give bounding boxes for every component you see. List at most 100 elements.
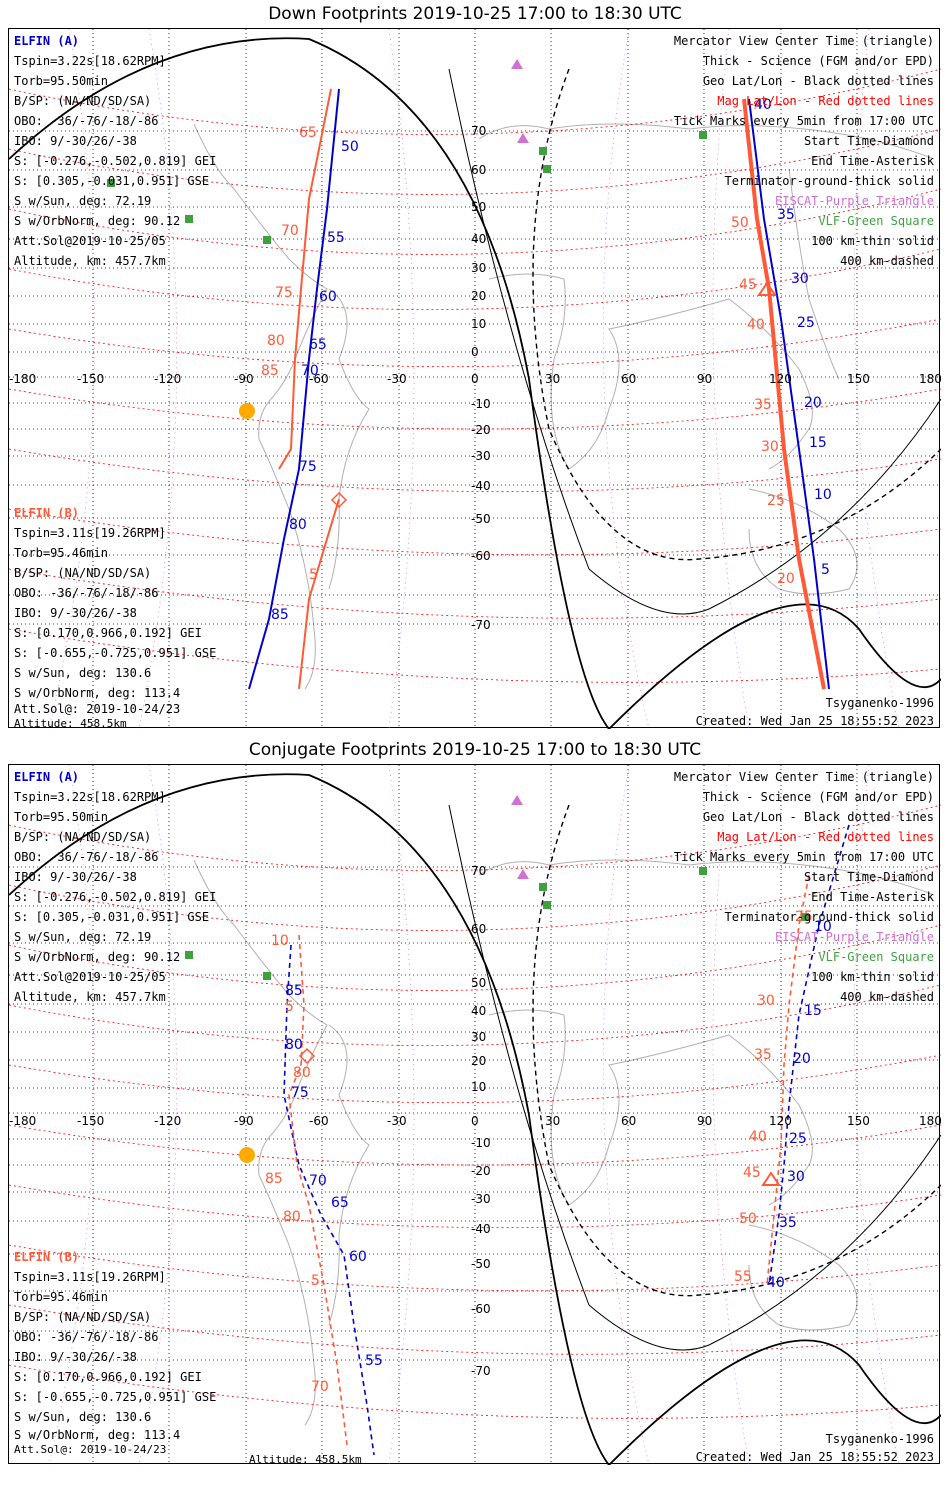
svg-text:120: 120 (769, 372, 792, 386)
svg-text:70: 70 (309, 1173, 327, 1189)
elfin-a-sun: S w/Sun, deg: 72.19 (14, 194, 152, 208)
svg-text:-60: -60 (309, 372, 329, 386)
svg-text:75: 75 (275, 285, 293, 301)
elfin-b-attsol: Att.Sol@: 2019-10-24/23 (14, 702, 181, 716)
svg-text:-180: -180 (9, 1114, 36, 1128)
svg-text:10: 10 (814, 919, 832, 935)
elfin-a-gei: S: [-0.276,-0.502,0.819] GEI (14, 154, 217, 168)
elfin-b-gei: S: [0.170,0.966,0.192] GEI (14, 1370, 202, 1384)
model-label: Tsyganenko-1996 (825, 1432, 934, 1446)
svg-text:-40: -40 (471, 479, 491, 493)
elfin-b-tspin: Tspin=3.11s[19.26RPM] (14, 1270, 166, 1284)
svg-text:55: 55 (365, 1353, 383, 1369)
legend-vlf: VLF-Green Square (818, 950, 934, 964)
svg-text:180: 180 (919, 1114, 941, 1128)
svg-text:70: 70 (471, 864, 486, 878)
svg-text:30: 30 (545, 1114, 560, 1128)
track-elfin-a (248, 88, 830, 690)
svg-text:15: 15 (809, 435, 827, 451)
elfin-b-label: ELFIN (B) (14, 1250, 80, 1264)
elfin-b-gse: S: [-0.655,-0.725,0.951] GSE (14, 1390, 217, 1404)
eiscat-marker-2 (517, 869, 529, 879)
svg-text:80: 80 (283, 1209, 301, 1225)
svg-text:20: 20 (471, 1054, 486, 1068)
mag-grid (9, 804, 941, 1419)
svg-text:10: 10 (471, 1080, 486, 1094)
svg-text:0: 0 (471, 372, 479, 386)
elfin-a-attsol: Att.Sol@2019-10-25/05 (14, 234, 166, 248)
conjugate-footprints-map: -180 -150 -120 -90 -60 -30 0 30 60 90 120 150 18… (8, 764, 941, 1466)
elfin-b-torb: Torb=95.46min (14, 546, 108, 560)
svg-text:10: 10 (471, 317, 486, 331)
svg-text:-10: -10 (471, 397, 491, 411)
elfin-b-sun: S w/Sun, deg: 130.6 (14, 666, 152, 680)
map-markers (185, 795, 809, 1186)
elfin-b-altitude: Altitude: 458.5km (249, 1453, 362, 1466)
svg-text:65: 65 (299, 125, 317, 141)
elfin-b-ibo: IBO: 9/-30/26/-38 (14, 606, 137, 620)
svg-text:35: 35 (754, 1047, 772, 1063)
elfin-a-orbnorm: S w/OrbNorm, deg: 90.12 (14, 214, 181, 228)
track-b-tick-labels: 10 5 80 85 80 5 70 25 30 35 40 45 50 55 (265, 909, 813, 1395)
svg-text:30: 30 (761, 439, 779, 455)
elfin-a-bsp: B/SP: (NA/ND/SD/SA) (14, 94, 152, 108)
vlf-square-3 (263, 236, 271, 244)
elfin-a-attsol: Att.Sol@2019-10-25/05 (14, 970, 166, 984)
svg-text:70: 70 (471, 124, 486, 138)
svg-text:50: 50 (471, 200, 486, 214)
svg-text:5: 5 (285, 999, 294, 1015)
vlf-square-4 (539, 883, 547, 891)
legend-mag-grid: Mag Lat/Lon - Red dotted lines (717, 94, 934, 108)
eiscat-marker-2 (517, 133, 529, 143)
svg-text:25: 25 (795, 909, 813, 925)
svg-text:20: 20 (471, 289, 486, 303)
svg-text:25: 25 (767, 493, 785, 509)
down-footprints-map: -180 -150 -120 -90 -60 -30 0 30 60 90 120 150 18… (8, 28, 941, 730)
legend-geo-grid: Geo Lat/Lon - Black dotted lines (702, 810, 934, 824)
lat-axis-labels: 70 60 50 40 30 20 10 -10 -20 -30 -40 -50 -60 -70 (471, 864, 491, 1378)
svg-text:40: 40 (754, 97, 772, 113)
svg-text:20: 20 (777, 571, 795, 587)
svg-text:5: 5 (311, 1273, 320, 1289)
svg-text:30: 30 (471, 261, 486, 275)
model-label: Tsyganenko-1996 (825, 696, 934, 710)
mag-grid (9, 68, 941, 683)
svg-text:60: 60 (621, 372, 636, 386)
vlf-square-5 (543, 165, 551, 173)
legend-mag-grid: Mag Lat/Lon - Red dotted lines (717, 830, 934, 844)
geo-grid (9, 765, 941, 1465)
legend-400km: 400 km-dashed (840, 254, 934, 268)
elfin-a-obo: OBO: -36/-76/-18/-86 (14, 114, 159, 128)
svg-text:45: 45 (739, 277, 757, 293)
lon-axis-labels: -180 -150 -120 -90 -60 -30 0 30 60 90 120 150 18… (9, 1114, 941, 1128)
elfin-a-torb: Torb=95.50min (14, 74, 108, 88)
svg-text:90: 90 (697, 372, 712, 386)
elfin-b-obo: OBO: -36/-76/-18/-86 (14, 1330, 159, 1344)
lon-axis-labels: -180 -150 -120 -90 -60 -30 0 30 60 90 120 150 18… (9, 372, 941, 386)
elfin-b-altitude: Altitude: 458.5km (14, 717, 127, 730)
svg-text:20: 20 (804, 395, 822, 411)
svg-text:-20: -20 (471, 423, 491, 437)
svg-text:10: 10 (271, 933, 289, 949)
elfin-b-bsp: B/SP: (NA/ND/SD/SA) (14, 566, 152, 580)
elfin-b-label: ELFIN (B) (14, 506, 80, 520)
elfin-a-altitude: Altitude, km: 457.7km (14, 254, 166, 268)
svg-text:55: 55 (327, 230, 345, 246)
conjugate-map-canvas: -180 -150 -120 -90 -60 -30 0 30 60 90 120 150 18… (9, 765, 941, 1465)
svg-text:30: 30 (787, 1169, 805, 1185)
legend-geo-grid: Geo Lat/Lon - Black dotted lines (702, 74, 934, 88)
svg-text:-60: -60 (471, 549, 491, 563)
elfin-b-bsp: B/SP: (NA/ND/SD/SA) (14, 1310, 152, 1324)
elfin-a-tspin: Tspin=3.22s[18.62RPM] (14, 790, 166, 804)
elfin-a-torb: Torb=95.50min (14, 810, 108, 824)
svg-text:30: 30 (471, 1030, 486, 1044)
svg-text:80: 80 (285, 1037, 303, 1053)
svg-text:5: 5 (821, 562, 830, 578)
svg-text:80: 80 (267, 333, 285, 349)
svg-text:80: 80 (289, 517, 307, 533)
coastlines (193, 859, 935, 1426)
track-b-tick-labels: 65 70 75 80 85 5 45 40 35 30 25 20 50 (261, 125, 795, 587)
svg-text:150: 150 (847, 372, 870, 386)
map-markers (107, 59, 777, 509)
